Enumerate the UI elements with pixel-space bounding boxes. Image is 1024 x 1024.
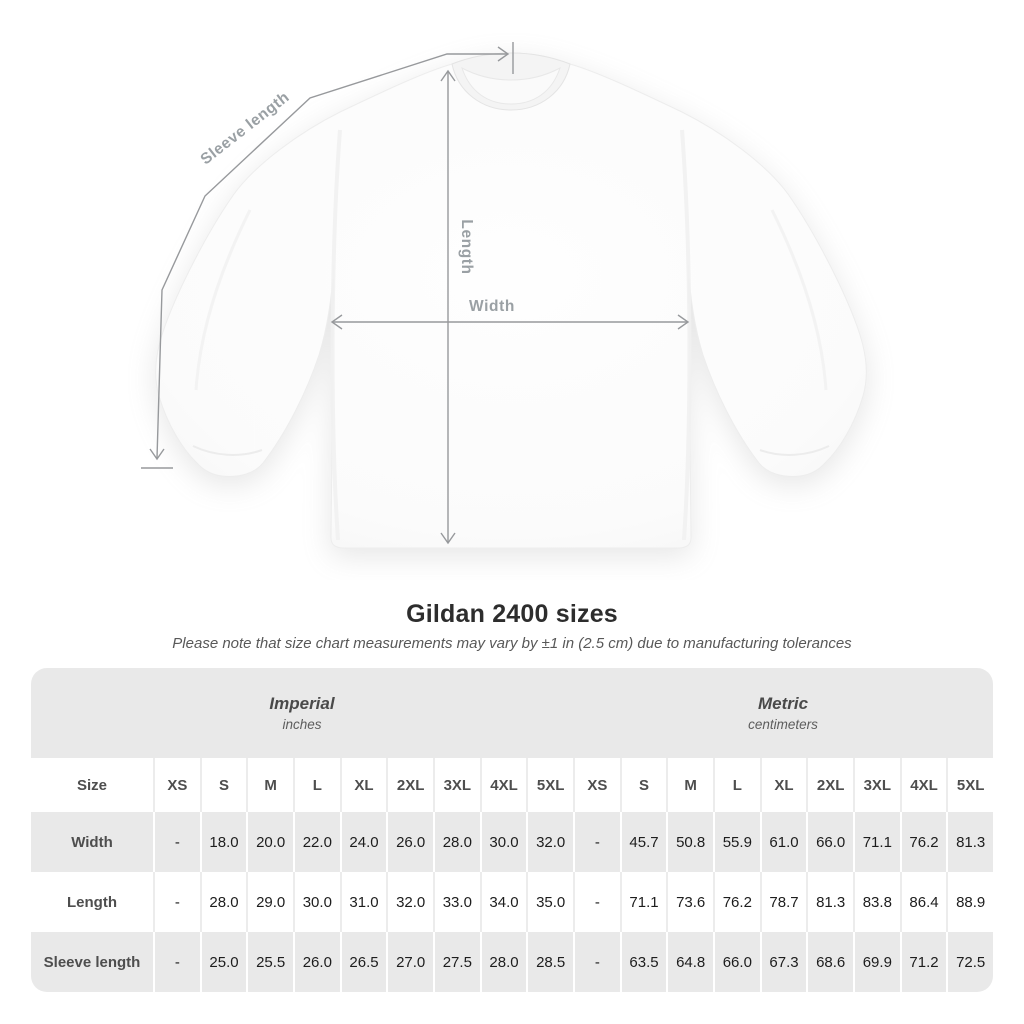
unit-group-sub: centimeters <box>748 717 818 732</box>
data-cell: 78.7 <box>759 872 807 932</box>
data-cell: - <box>573 932 620 992</box>
data-cell: 50.8 <box>666 812 713 872</box>
width-line <box>330 314 690 330</box>
data-cell: 31.0 <box>339 872 387 932</box>
data-cell: 18.0 <box>199 812 247 872</box>
data-cell: 73.6 <box>666 872 713 932</box>
data-cell: 71.2 <box>899 932 947 992</box>
row-label: Width <box>31 812 153 872</box>
unit-group-metric: Metric centimeters <box>573 668 993 758</box>
data-cell: 76.2 <box>713 872 760 932</box>
data-cell: - <box>153 872 200 932</box>
size-header: 4XL <box>899 758 947 812</box>
data-cell: 45.7 <box>619 812 667 872</box>
data-cell: 32.0 <box>526 812 573 872</box>
size-header: M <box>666 758 713 812</box>
size-header: L <box>293 758 340 812</box>
data-cell: 71.1 <box>619 872 667 932</box>
size-header: L <box>713 758 760 812</box>
data-cell: - <box>153 932 200 992</box>
data-cell: 71.1 <box>853 812 900 872</box>
data-cell: 28.0 <box>199 872 247 932</box>
size-header: 2XL <box>806 758 853 812</box>
data-cell: 72.5 <box>946 932 993 992</box>
unit-group-name: Metric <box>757 694 809 713</box>
data-cell: 30.0 <box>293 872 340 932</box>
shirt-illustration: Sleeve length Length Width <box>141 42 867 549</box>
data-cell: 27.0 <box>386 932 433 992</box>
size-header: 3XL <box>853 758 900 812</box>
data-cell: 81.3 <box>806 872 853 932</box>
data-cell: 24.0 <box>339 812 387 872</box>
data-cell: 66.0 <box>713 932 760 992</box>
data-cell: - <box>573 812 620 872</box>
data-cell: 64.8 <box>666 932 713 992</box>
data-cell: 63.5 <box>619 932 667 992</box>
data-cell: - <box>573 872 620 932</box>
data-cell: 26.0 <box>386 812 433 872</box>
unit-group-name: Imperial <box>269 694 335 713</box>
data-cell: 22.0 <box>293 812 340 872</box>
data-cell: 27.5 <box>433 932 480 992</box>
data-cell: 61.0 <box>759 812 807 872</box>
size-header: XL <box>759 758 807 812</box>
unit-group-sub: inches <box>282 717 322 732</box>
data-cell: 26.5 <box>339 932 387 992</box>
width-label: Width <box>469 298 515 315</box>
data-cell: 35.0 <box>526 872 573 932</box>
size-chart-grid: Size XS S M L XL 2XL 3XL 4XL 5XL XS S M L XL 2XL 3XL 4XL 5… <box>31 758 993 992</box>
data-cell: 30.0 <box>479 812 527 872</box>
row-label: Length <box>31 872 153 932</box>
size-chart-table: Imperial inches Metric centimeters Size X… <box>31 668 993 992</box>
data-cell: 20.0 <box>246 812 293 872</box>
size-header: 4XL <box>479 758 527 812</box>
size-header: 5XL <box>946 758 993 812</box>
size-column-header: Size <box>31 758 153 812</box>
size-header: 5XL <box>526 758 573 812</box>
page-title: Gildan 2400 sizes <box>406 600 618 628</box>
data-cell: 32.0 <box>386 872 433 932</box>
data-cell: 86.4 <box>899 872 947 932</box>
data-cell: 25.0 <box>199 932 247 992</box>
unit-header-band: Imperial inches Metric centimeters <box>31 668 993 758</box>
length-line <box>440 69 456 545</box>
data-cell: 88.9 <box>946 872 993 932</box>
data-cell: 25.5 <box>246 932 293 992</box>
size-header: 2XL <box>386 758 433 812</box>
shirt-graphic <box>155 52 867 549</box>
size-header: XL <box>339 758 387 812</box>
tolerance-note: Please note that size chart measurements… <box>172 635 852 652</box>
sleeve-length-line <box>141 42 514 469</box>
row-label: Sleeve length <box>31 932 153 992</box>
data-cell: 55.9 <box>713 812 760 872</box>
data-cell: 29.0 <box>246 872 293 932</box>
data-cell: 68.6 <box>806 932 853 992</box>
unit-group-imperial: Imperial inches <box>31 668 573 758</box>
data-cell: 28.0 <box>479 932 527 992</box>
data-cell: 28.5 <box>526 932 573 992</box>
data-cell: 33.0 <box>433 872 480 932</box>
size-header: S <box>619 758 667 812</box>
size-header: XS <box>153 758 200 812</box>
data-cell: 34.0 <box>479 872 527 932</box>
size-header: S <box>199 758 247 812</box>
length-label: Length <box>458 219 475 274</box>
data-cell: 66.0 <box>806 812 853 872</box>
size-header: M <box>246 758 293 812</box>
size-header: 3XL <box>433 758 480 812</box>
data-cell: 69.9 <box>853 932 900 992</box>
data-cell: - <box>153 812 200 872</box>
data-cell: 67.3 <box>759 932 807 992</box>
size-header: XS <box>573 758 620 812</box>
data-cell: 26.0 <box>293 932 340 992</box>
data-cell: 81.3 <box>946 812 993 872</box>
data-cell: 83.8 <box>853 872 900 932</box>
data-cell: 76.2 <box>899 812 947 872</box>
data-cell: 28.0 <box>433 812 480 872</box>
